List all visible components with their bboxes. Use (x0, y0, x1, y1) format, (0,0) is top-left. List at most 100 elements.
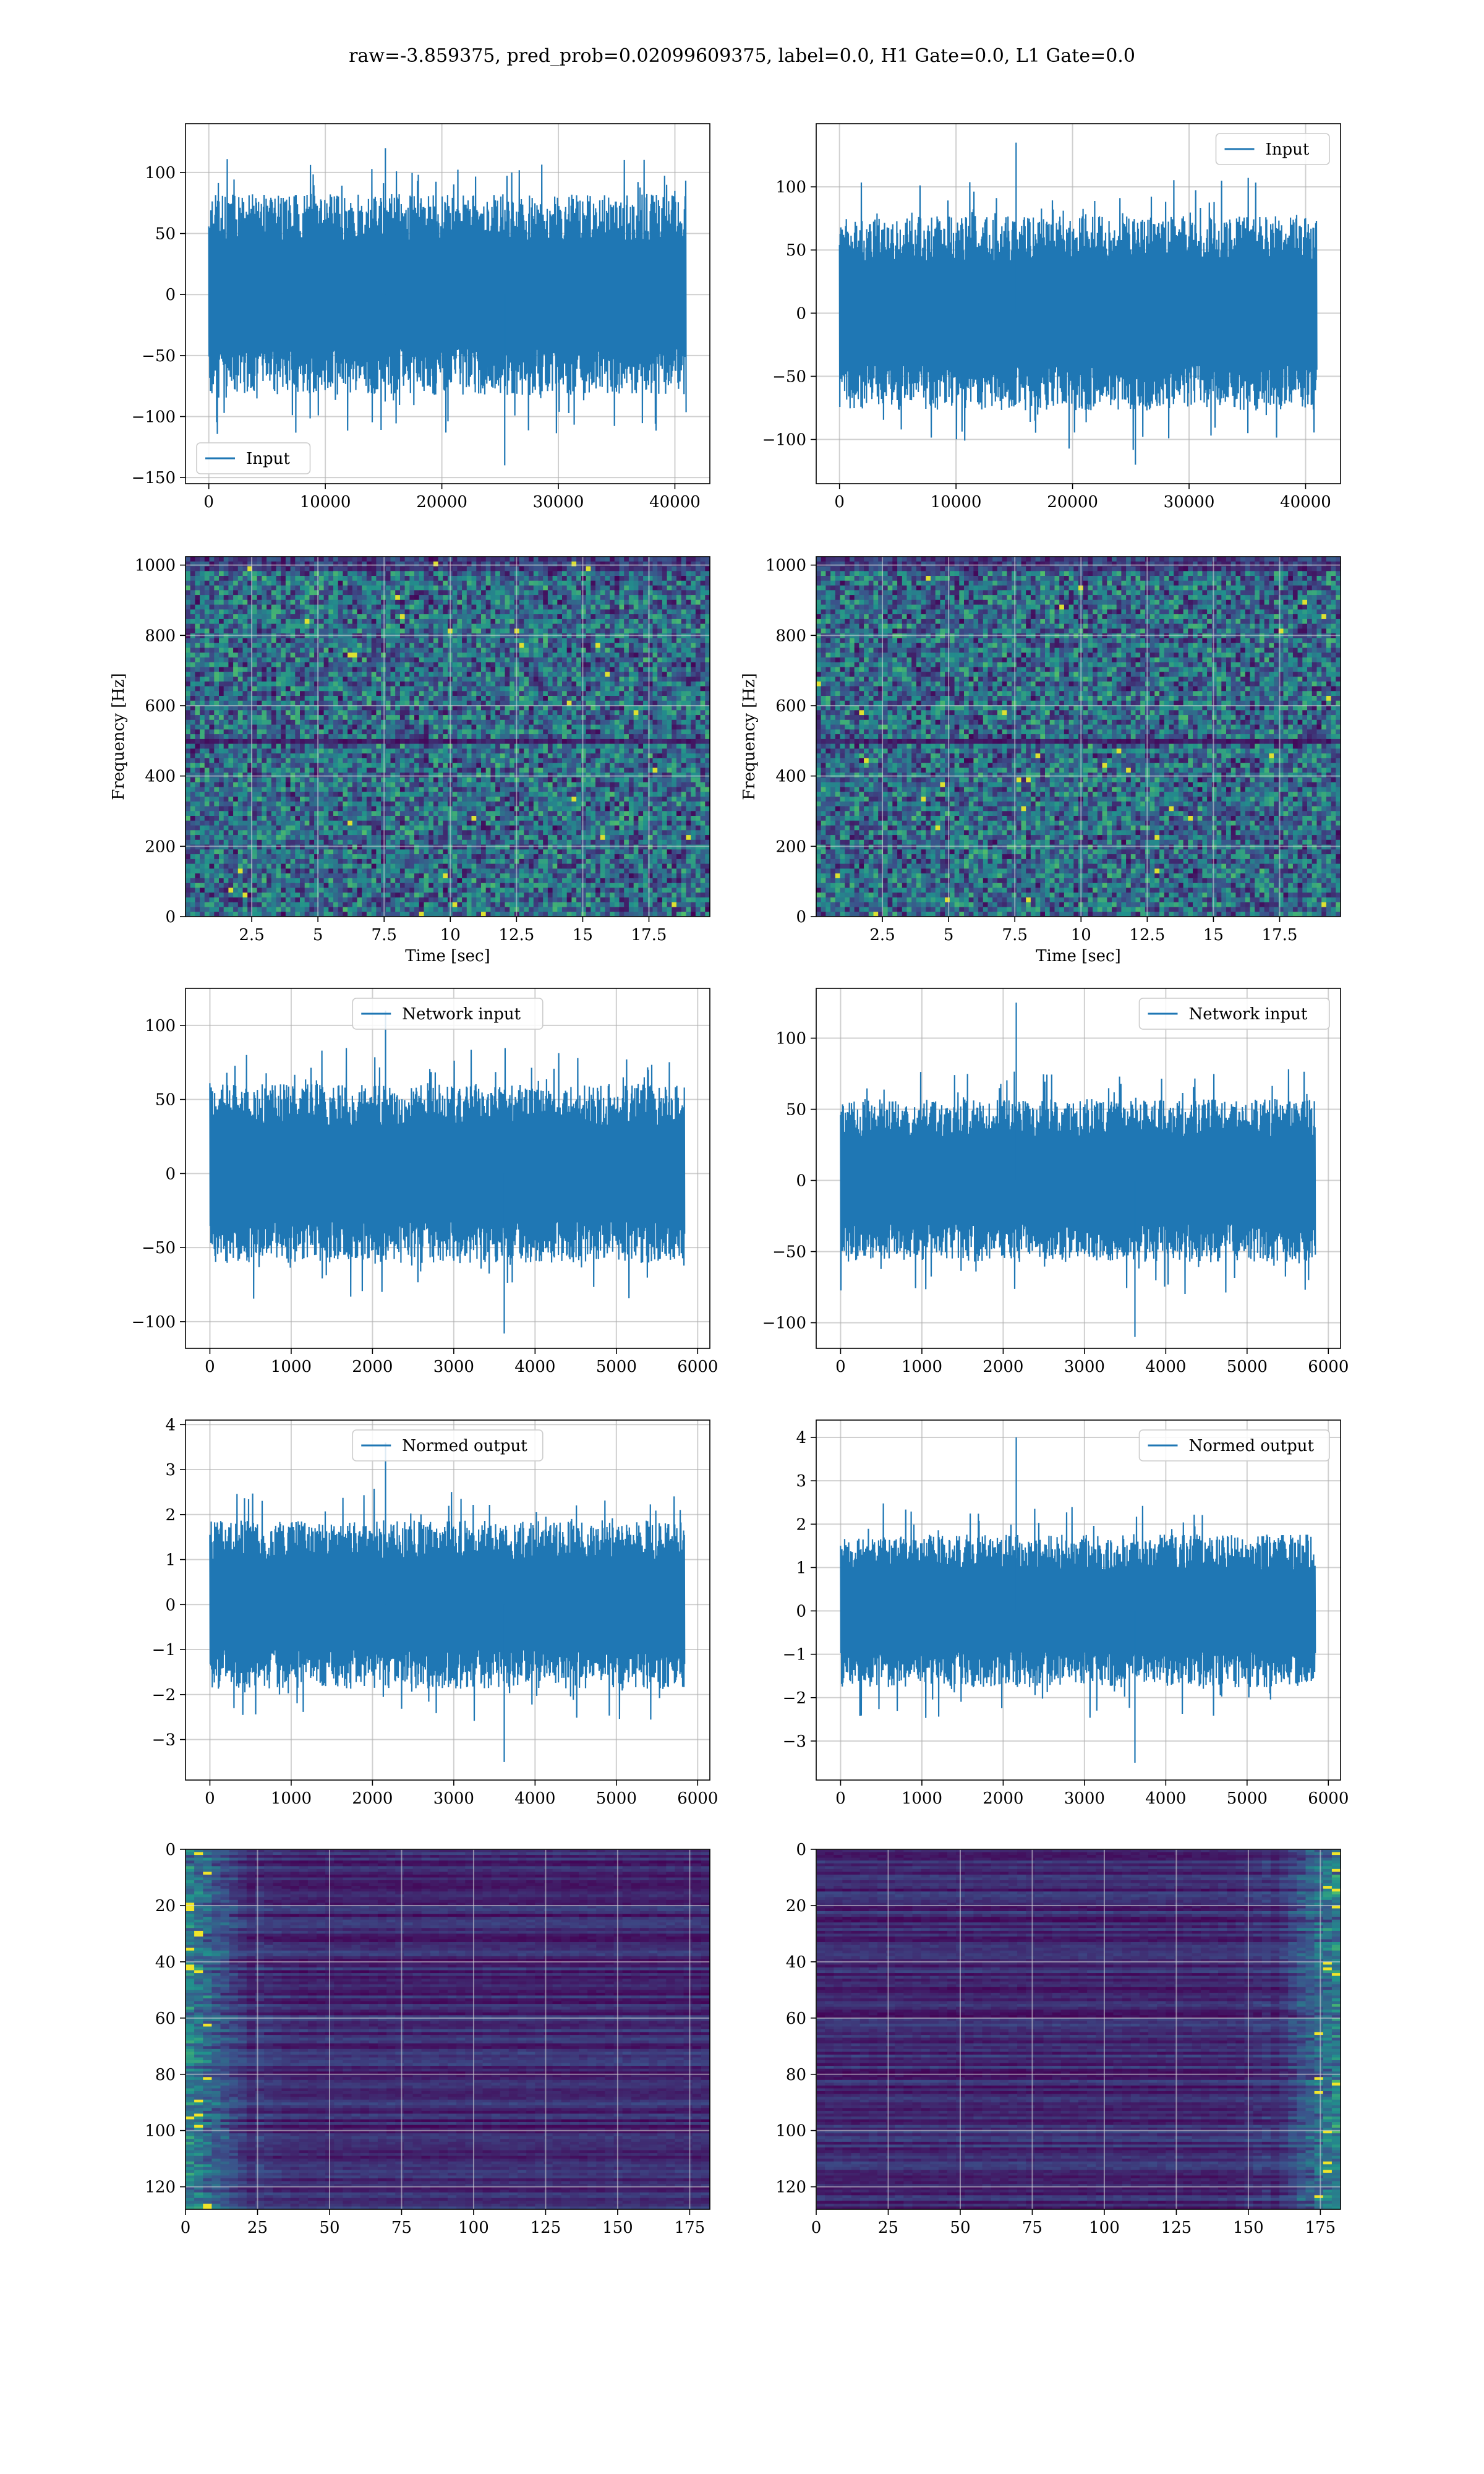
heatmap-cell (390, 811, 396, 816)
heatmap-cell (462, 873, 467, 879)
heatmap-cell (404, 897, 410, 903)
heatmap-cell (285, 657, 291, 663)
heatmap-cell (452, 561, 458, 567)
heatmap-cell (414, 907, 420, 912)
heatmap-cell (333, 830, 339, 836)
heatmap-cell (209, 897, 215, 903)
heatmap-cell (300, 580, 305, 586)
heatmap-cell (209, 643, 215, 649)
heatmap-cell (343, 715, 348, 721)
heatmap-cell (318, 648, 325, 653)
heatmap-cell (323, 715, 329, 721)
heatmap-cell (262, 576, 267, 581)
heatmap-cell (409, 648, 415, 653)
heatmap-cell (424, 768, 429, 773)
heatmap-cell (242, 729, 248, 735)
heatmap-cell (357, 667, 362, 672)
heatmap-cell (399, 580, 406, 586)
heatmap-cell (390, 797, 396, 802)
heatmap-cell (262, 672, 267, 677)
heatmap-cell (304, 595, 310, 601)
heatmap-cell (281, 854, 286, 860)
heatmap-cell (333, 710, 339, 716)
heatmap-cell (490, 849, 496, 855)
heatmap-cell (271, 873, 277, 879)
heatmap-cell (419, 633, 424, 639)
heatmap-cell (295, 566, 301, 571)
heatmap-cell (295, 806, 301, 811)
heatmap-cell (333, 700, 339, 706)
heatmap-cell (186, 561, 191, 567)
heatmap-cell (333, 801, 339, 807)
heatmap-cell (495, 648, 501, 653)
heatmap-cell (267, 623, 272, 629)
heatmap-cell (343, 806, 348, 811)
heatmap-cell (195, 618, 200, 625)
heatmap-cell (395, 609, 401, 615)
heatmap-cell (186, 806, 191, 811)
heatmap-cell (300, 623, 305, 629)
heatmap-cell (233, 633, 239, 639)
heatmap-cell (290, 609, 296, 615)
heatmap-cell (357, 758, 362, 764)
heatmap-cell (419, 557, 424, 562)
heatmap-cell (318, 844, 325, 850)
heatmap-cell (371, 863, 377, 869)
heatmap-cell (452, 677, 458, 682)
heatmap-cell (490, 816, 496, 821)
heatmap-cell (343, 734, 348, 740)
heatmap-cell (281, 571, 286, 576)
heatmap-cell (195, 557, 200, 562)
heatmap-cell (462, 734, 467, 740)
heatmap-cell (395, 557, 401, 562)
heatmap-cell (338, 700, 343, 706)
heatmap-cell (314, 677, 320, 682)
heatmap-cell (476, 576, 482, 581)
figure-title: raw=-3.859375, pred_prob=0.02099609375, … (349, 45, 1135, 67)
heatmap-cell (414, 604, 420, 610)
heatmap-cell (219, 628, 224, 634)
heatmap-cell (471, 576, 477, 581)
heatmap-cell (433, 797, 439, 802)
heatmap-cell (219, 734, 224, 740)
heatmap-cell (290, 672, 296, 677)
heatmap-cell (247, 763, 253, 769)
heatmap-cell (471, 897, 477, 903)
heatmap-cell (438, 618, 443, 625)
heatmap-cell (271, 566, 277, 571)
heatmap-cell (362, 854, 367, 860)
heatmap-cell (323, 849, 329, 855)
heatmap-cell (228, 580, 234, 586)
heatmap-cell (343, 681, 348, 687)
heatmap-cell (490, 854, 496, 860)
heatmap-cell (228, 797, 234, 802)
heatmap-cell (457, 643, 463, 649)
heatmap-cell (267, 820, 272, 826)
heatmap-cell (424, 576, 429, 581)
heatmap-cell (348, 902, 353, 908)
heatmap-cell (223, 883, 229, 889)
heatmap-cell (452, 599, 458, 606)
heatmap-cell (328, 863, 334, 869)
heatmap-cell (395, 566, 401, 571)
heatmap-cell (318, 585, 325, 591)
heatmap-cell (357, 662, 362, 668)
heatmap-cell (318, 729, 325, 735)
heatmap-cell (490, 643, 496, 649)
heatmap-cell (443, 700, 448, 706)
heatmap-cell (242, 614, 248, 620)
heatmap-cell (281, 724, 286, 730)
heatmap-cell (228, 883, 234, 889)
heatmap-cell (409, 902, 415, 908)
heatmap-cell (452, 748, 458, 754)
heatmap-cell (271, 897, 277, 903)
heatmap-cell (252, 835, 258, 841)
heatmap-cell (252, 858, 258, 865)
heatmap-cell (338, 686, 343, 691)
heatmap-cell (300, 638, 305, 644)
heatmap-cell (190, 878, 195, 884)
heatmap-cell (476, 657, 482, 663)
heatmap-cell (276, 618, 281, 625)
heatmap-cell (328, 734, 334, 740)
heatmap-cell (419, 662, 424, 668)
